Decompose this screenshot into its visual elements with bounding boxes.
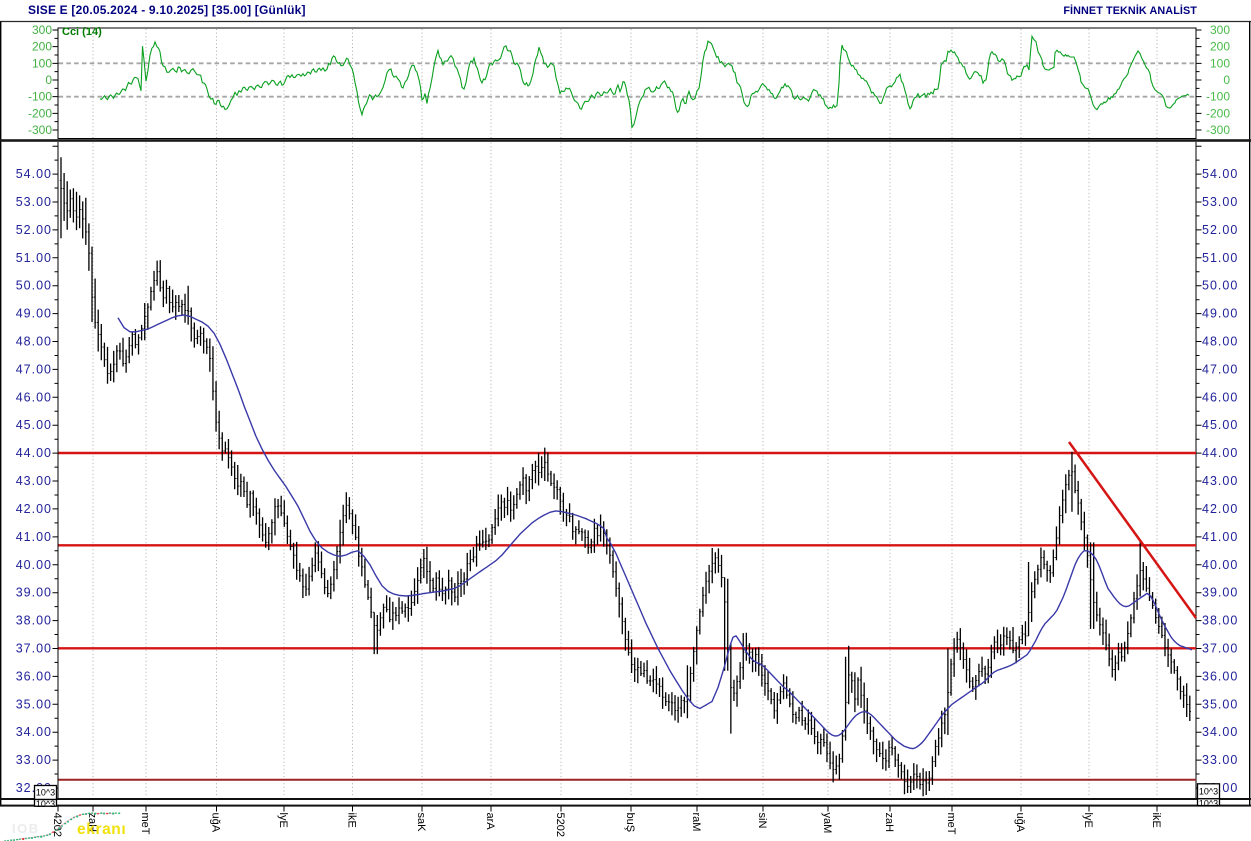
svg-text:44.00: 44.00 <box>16 446 52 460</box>
svg-text:0: 0 <box>1223 73 1230 87</box>
svg-text:42.00: 42.00 <box>1202 502 1238 516</box>
svg-text:40.00: 40.00 <box>16 558 52 572</box>
svg-text:43.00: 43.00 <box>1202 474 1238 488</box>
svg-text:10^3: 10^3 <box>36 788 55 798</box>
svg-text:siN: siN <box>756 813 768 829</box>
svg-text:raM: raM <box>690 813 702 832</box>
svg-text:ikE: ikE <box>346 813 358 828</box>
svg-text:300: 300 <box>1210 23 1230 37</box>
svg-text:0: 0 <box>45 73 52 87</box>
svg-text:36.00: 36.00 <box>16 669 52 683</box>
svg-text:51.00: 51.00 <box>16 251 52 265</box>
svg-text:40.00: 40.00 <box>1202 558 1238 572</box>
svg-text:buŞ: buŞ <box>624 813 636 833</box>
svg-text:47.00: 47.00 <box>16 362 52 376</box>
svg-text:38.00: 38.00 <box>1202 614 1238 628</box>
svg-text:zaH: zaH <box>883 813 895 833</box>
svg-text:meT: meT <box>139 813 151 835</box>
svg-text:44.00: 44.00 <box>1202 446 1238 460</box>
svg-text:-100: -100 <box>28 90 52 104</box>
svg-text:-300: -300 <box>1206 123 1230 137</box>
svg-text:53.00: 53.00 <box>1202 195 1238 209</box>
svg-text:-200: -200 <box>1206 106 1230 120</box>
svg-text:yaM: yaM <box>821 813 833 834</box>
svg-text:35.00: 35.00 <box>16 697 52 711</box>
svg-text:lyE: lyE <box>277 813 289 828</box>
svg-text:36.00: 36.00 <box>1202 669 1238 683</box>
svg-text:45.00: 45.00 <box>16 418 52 432</box>
svg-text:100: 100 <box>32 56 52 70</box>
svg-text:51.00: 51.00 <box>1202 251 1238 265</box>
svg-text:46.00: 46.00 <box>16 390 52 404</box>
svg-text:49.00: 49.00 <box>16 307 52 321</box>
svg-text:-300: -300 <box>28 123 52 137</box>
svg-text:41.00: 41.00 <box>16 530 52 544</box>
svg-text:-200: -200 <box>28 106 52 120</box>
svg-text:34.00: 34.00 <box>16 725 52 739</box>
svg-text:39.00: 39.00 <box>1202 586 1238 600</box>
svg-text:ikE: ikE <box>1150 813 1162 828</box>
svg-text:42.00: 42.00 <box>16 502 52 516</box>
svg-text:uğA: uğA <box>1014 813 1026 833</box>
svg-text:37.00: 37.00 <box>16 642 52 656</box>
svg-text:ekranı: ekranı <box>77 821 126 838</box>
svg-text:SISE E [20.05.2024 - 9.10.20: SISE E [20.05.2024 - 9.10.2025] [35.00] … <box>28 3 306 17</box>
svg-text:48.00: 48.00 <box>1202 335 1238 349</box>
svg-text:meT: meT <box>945 813 957 835</box>
svg-text:39.00: 39.00 <box>16 586 52 600</box>
svg-text:lyE: lyE <box>1082 813 1094 828</box>
svg-text:50.00: 50.00 <box>16 279 52 293</box>
svg-text:52.00: 52.00 <box>16 223 52 237</box>
svg-text:-100: -100 <box>1206 90 1230 104</box>
svg-text:Cci (14): Cci (14) <box>62 26 102 38</box>
svg-text:arA: arA <box>484 813 496 831</box>
svg-text:54.00: 54.00 <box>16 167 52 181</box>
svg-text:35.00: 35.00 <box>1202 697 1238 711</box>
svg-text:53.00: 53.00 <box>16 195 52 209</box>
svg-text:43.00: 43.00 <box>16 474 52 488</box>
svg-text:zaH: zaH <box>86 813 98 833</box>
svg-text:200: 200 <box>1210 40 1230 54</box>
svg-text:uğA: uğA <box>210 813 222 833</box>
svg-text:saK: saK <box>415 813 427 833</box>
svg-text:46.00: 46.00 <box>1202 390 1238 404</box>
svg-text:10^3: 10^3 <box>1199 799 1218 809</box>
svg-text:54.00: 54.00 <box>1202 167 1238 181</box>
svg-text:300: 300 <box>32 23 52 37</box>
svg-text:200: 200 <box>32 40 52 54</box>
svg-text:4202: 4202 <box>51 813 63 837</box>
svg-text:52.00: 52.00 <box>1202 223 1238 237</box>
svg-text:FİNNET TEKNİK ANALİST: FİNNET TEKNİK ANALİST <box>1063 4 1197 17</box>
svg-text:33.00: 33.00 <box>1202 753 1238 767</box>
svg-text:37.00: 37.00 <box>1202 642 1238 656</box>
svg-text:33.00: 33.00 <box>16 753 52 767</box>
svg-text:38.00: 38.00 <box>16 614 52 628</box>
svg-text:45.00: 45.00 <box>1202 418 1238 432</box>
svg-text:10^3: 10^3 <box>1199 787 1218 797</box>
svg-text:10^3: 10^3 <box>36 799 55 809</box>
svg-text:41.00: 41.00 <box>1202 530 1238 544</box>
svg-text:50.00: 50.00 <box>1202 279 1238 293</box>
svg-text:5202: 5202 <box>554 813 566 837</box>
svg-text:49.00: 49.00 <box>1202 307 1238 321</box>
svg-text:48.00: 48.00 <box>16 335 52 349</box>
svg-text:47.00: 47.00 <box>1202 362 1238 376</box>
svg-text:IOB: IOB <box>12 821 40 836</box>
svg-text:34.00: 34.00 <box>1202 725 1238 739</box>
svg-text:100: 100 <box>1210 56 1230 70</box>
